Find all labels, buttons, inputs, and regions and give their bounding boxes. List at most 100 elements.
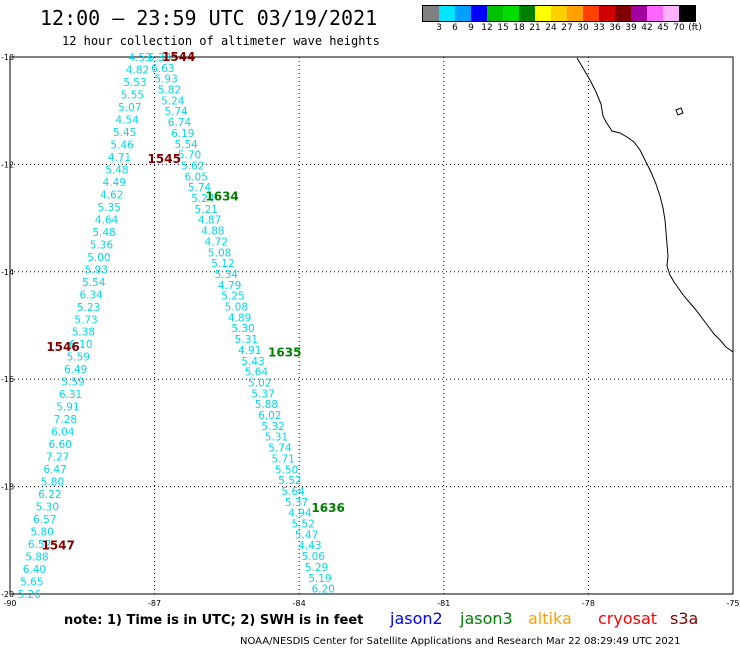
wave-height-value-track-b: 5.74 [268,443,292,455]
wave-height-value-track-a: 4.64 [95,214,119,226]
wave-height-value-track-b: 5.24 [161,95,185,107]
wave-height-value-track-b: 5.34 [215,269,239,281]
wave-height-value-track-a: 7.27 [46,452,69,464]
wave-height-value-track-b: 5.50 [275,464,298,476]
colorbar-swatch [471,6,487,21]
wave-height-value-track-b: 5.32 [261,421,284,433]
map-frame [9,56,734,595]
wave-height-value-track-a: 5.65 [20,577,43,589]
wave-height-value-track-a: 5.46 [110,139,134,151]
wave-height-value-track-a: 6.31 [59,389,82,401]
colorbar-swatch [615,6,631,21]
colorbar-swatch [503,6,519,21]
x-tick-label: -84 [293,599,306,608]
wave-height-value-track-b: 4.72 [205,236,228,248]
colorbar-swatch [487,6,503,21]
wave-height-value-track-b: 5.08 [208,247,231,259]
wave-height-value-track-b: 4.87 [198,215,221,227]
wave-height-value-track-a: 6.47 [43,464,66,476]
wave-height-value-track-a: 5.53 [123,77,146,89]
wave-height-value-track-a: 5.59 [67,352,90,364]
wave-height-value-track-a: 6.49 [64,364,87,376]
wave-height-value-track-b: 5.71 [271,453,294,465]
colorbar-swatch [583,6,599,21]
wave-height-value-track-a: 5.73 [74,314,97,326]
colorbar-swatch [631,6,647,21]
x-tick-label: -75 [726,599,739,608]
wave-height-value-track-a: 5.48 [92,227,115,239]
colorbar-label: 24 [545,23,557,33]
wave-height-value-track-a: 5.38 [72,327,95,339]
satellite-legend-altika: altika [528,609,572,628]
x-tick-label: -78 [582,599,595,608]
wave-height-value-track-b: 5.43 [241,356,264,368]
wave-height-value-track-a: 5.93 [85,264,108,276]
colorbar-label: 42 [641,23,653,33]
wave-height-value-track-b: 5.24 [191,193,215,205]
wave-height-value-track-a: 6.10 [69,339,92,351]
wave-height-value-track-b: 5.19 [308,573,331,585]
wave-height-value-track-a: 5.48 [105,164,128,176]
wave-height-value-track-b: 6.19 [171,128,194,140]
satellite-legend-jason2: jason2 [390,609,443,628]
wave-height-value-track-b: 5.74 [188,182,212,194]
wave-height-value-track-a: 5.07 [118,102,141,114]
satellite-legend-s3a: s3a [670,609,699,628]
colorbar-label: 12 [481,23,493,33]
colorbar-swatch [519,6,535,21]
pass-time-label: 1546 [46,340,79,354]
x-tick-label: -81 [437,599,450,608]
wave-height-value-track-b: 5.52 [292,519,315,531]
wave-height-value-track-a: 4.49 [103,177,126,189]
wave-height-value-track-a: 5.55 [121,89,144,101]
wave-height-value-track-b: 5.29 [305,562,328,574]
satellite-legend-cryosat: cryosat [598,609,658,628]
wave-height-value-track-b: 6.05 [185,171,208,183]
colorbar-swatch [535,6,551,21]
wave-height-value-track-b: 5.54 [174,139,198,151]
pass-time-label: 1635 [268,345,301,359]
colorbar-swatch [551,6,567,21]
colorbar-label: 30 [577,23,589,33]
wave-height-value-track-b: 5.37 [285,497,308,509]
colorbar-label: 70 [673,23,685,33]
colorbar [422,5,696,22]
wave-height-value-track-b: 5.37 [251,388,274,400]
wave-height-value-track-b: 5.02 [248,377,271,389]
wave-height-value-track-b: 4.88 [201,226,224,238]
pass-time-label: 1547 [41,539,74,553]
coastline [576,57,734,353]
wave-height-value-track-a: 5.80 [41,477,64,489]
y-tick-label: -10 [1,53,14,62]
pass-time-label: 1636 [311,501,344,515]
wave-height-value-track-b: 5.06 [302,551,326,563]
y-tick-label: -12 [1,160,14,169]
wave-height-value-track-b: 4.91 [238,345,261,357]
satellite-legend-jason3: jason3 [460,609,513,628]
wave-height-value-track-b: 6.20 [312,584,335,596]
wave-height-value-track-a: 6.40 [23,564,46,576]
colorbar-swatch [679,6,695,21]
wave-height-value-track-a: 5.59 [61,377,84,389]
wave-height-value-track-a: 4.62 [100,189,123,201]
wave-height-value-track-b: 6.74 [168,117,192,129]
wave-height-value-track-a: 5.30 [36,502,59,514]
y-tick-label: -18 [1,483,14,492]
wave-height-value-track-b: 4.43 [298,540,321,552]
wave-height-value-track-a: 5.00 [87,252,110,264]
wave-height-value-track-a: 5.23 [77,302,100,314]
wave-height-value-track-a: 5.45 [113,127,136,139]
wave-height-value-track-b: 5.08 [225,302,248,314]
wave-height-value-track-a: 5.91 [56,402,79,414]
colorbar-label: 36 [609,23,621,33]
wave-height-value-track-a: 5.88 [25,552,48,564]
wave-height-value-track-a: 5.80 [30,527,53,539]
wave-height-value-track-b: 5.88 [255,399,278,411]
island-outline [675,107,684,116]
wave-height-value-track-b: 6.38 [148,52,171,64]
colorbar-label: 27 [561,23,573,33]
wave-height-value-track-a: 4.54 [116,114,140,126]
wave-height-value-track-b: 5.74 [164,106,188,118]
colorbar-label: 33 [593,23,605,33]
